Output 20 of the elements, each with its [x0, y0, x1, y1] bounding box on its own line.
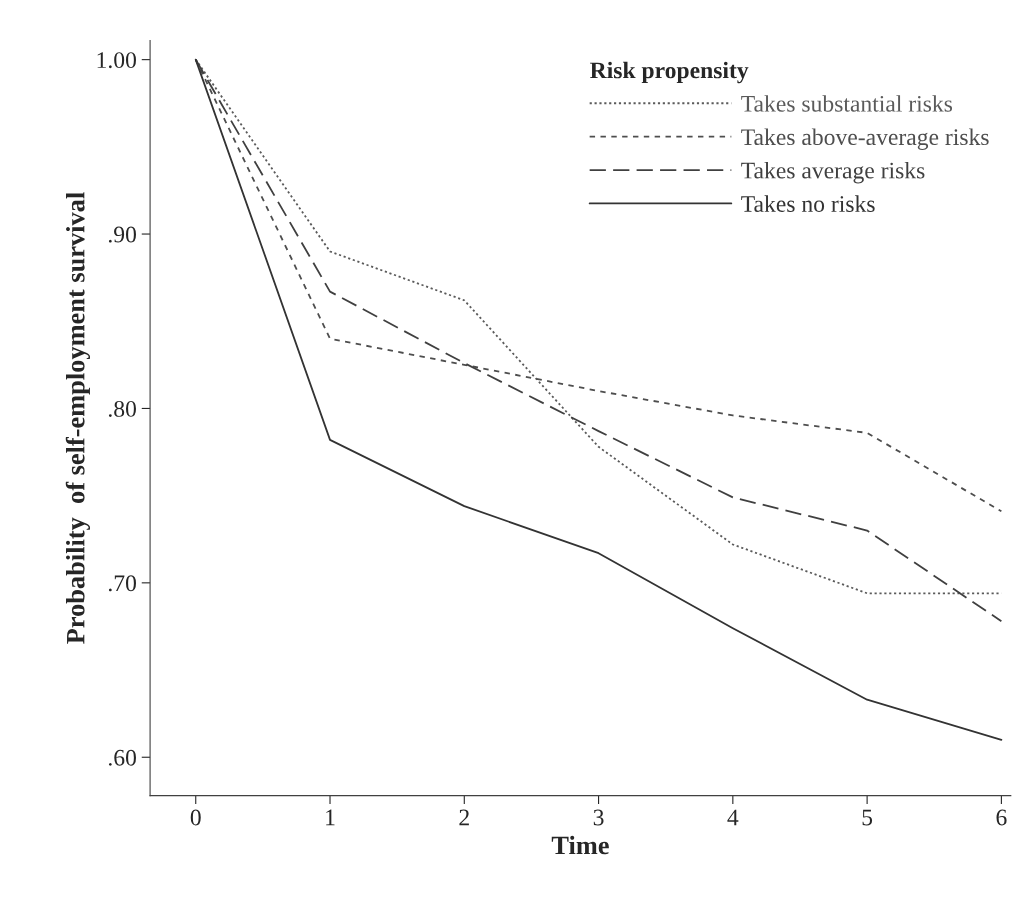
y-axis-title: Probability of self-employment survival: [65, 192, 91, 644]
x-axis-title: Time: [551, 835, 609, 855]
line-series: [194, 58, 1003, 741]
x-tick-label: 4: [727, 809, 739, 826]
text: Takes average risks: [741, 161, 925, 184]
y-tick-label: .70: [108, 575, 136, 592]
y-tick-label: 1.00: [97, 52, 136, 69]
x-tick-label: 0: [190, 809, 201, 826]
y-tick-label: .90: [108, 226, 136, 243]
y-tick-label: .60: [108, 749, 136, 766]
x-tick-label: 1: [326, 809, 335, 826]
text: Takes substantial risks: [741, 95, 953, 112]
text: Takes no risks: [741, 195, 875, 212]
x-tick-label: 2: [459, 809, 469, 826]
text: Takes above-average risks: [741, 128, 989, 150]
legend-title: Risk propensity: [590, 61, 749, 84]
y-tick-label: .80: [108, 400, 136, 417]
x-tick-label: 6: [996, 809, 1007, 826]
x-tick-label: 5: [862, 809, 873, 826]
x-tick-label: 3: [593, 809, 604, 826]
